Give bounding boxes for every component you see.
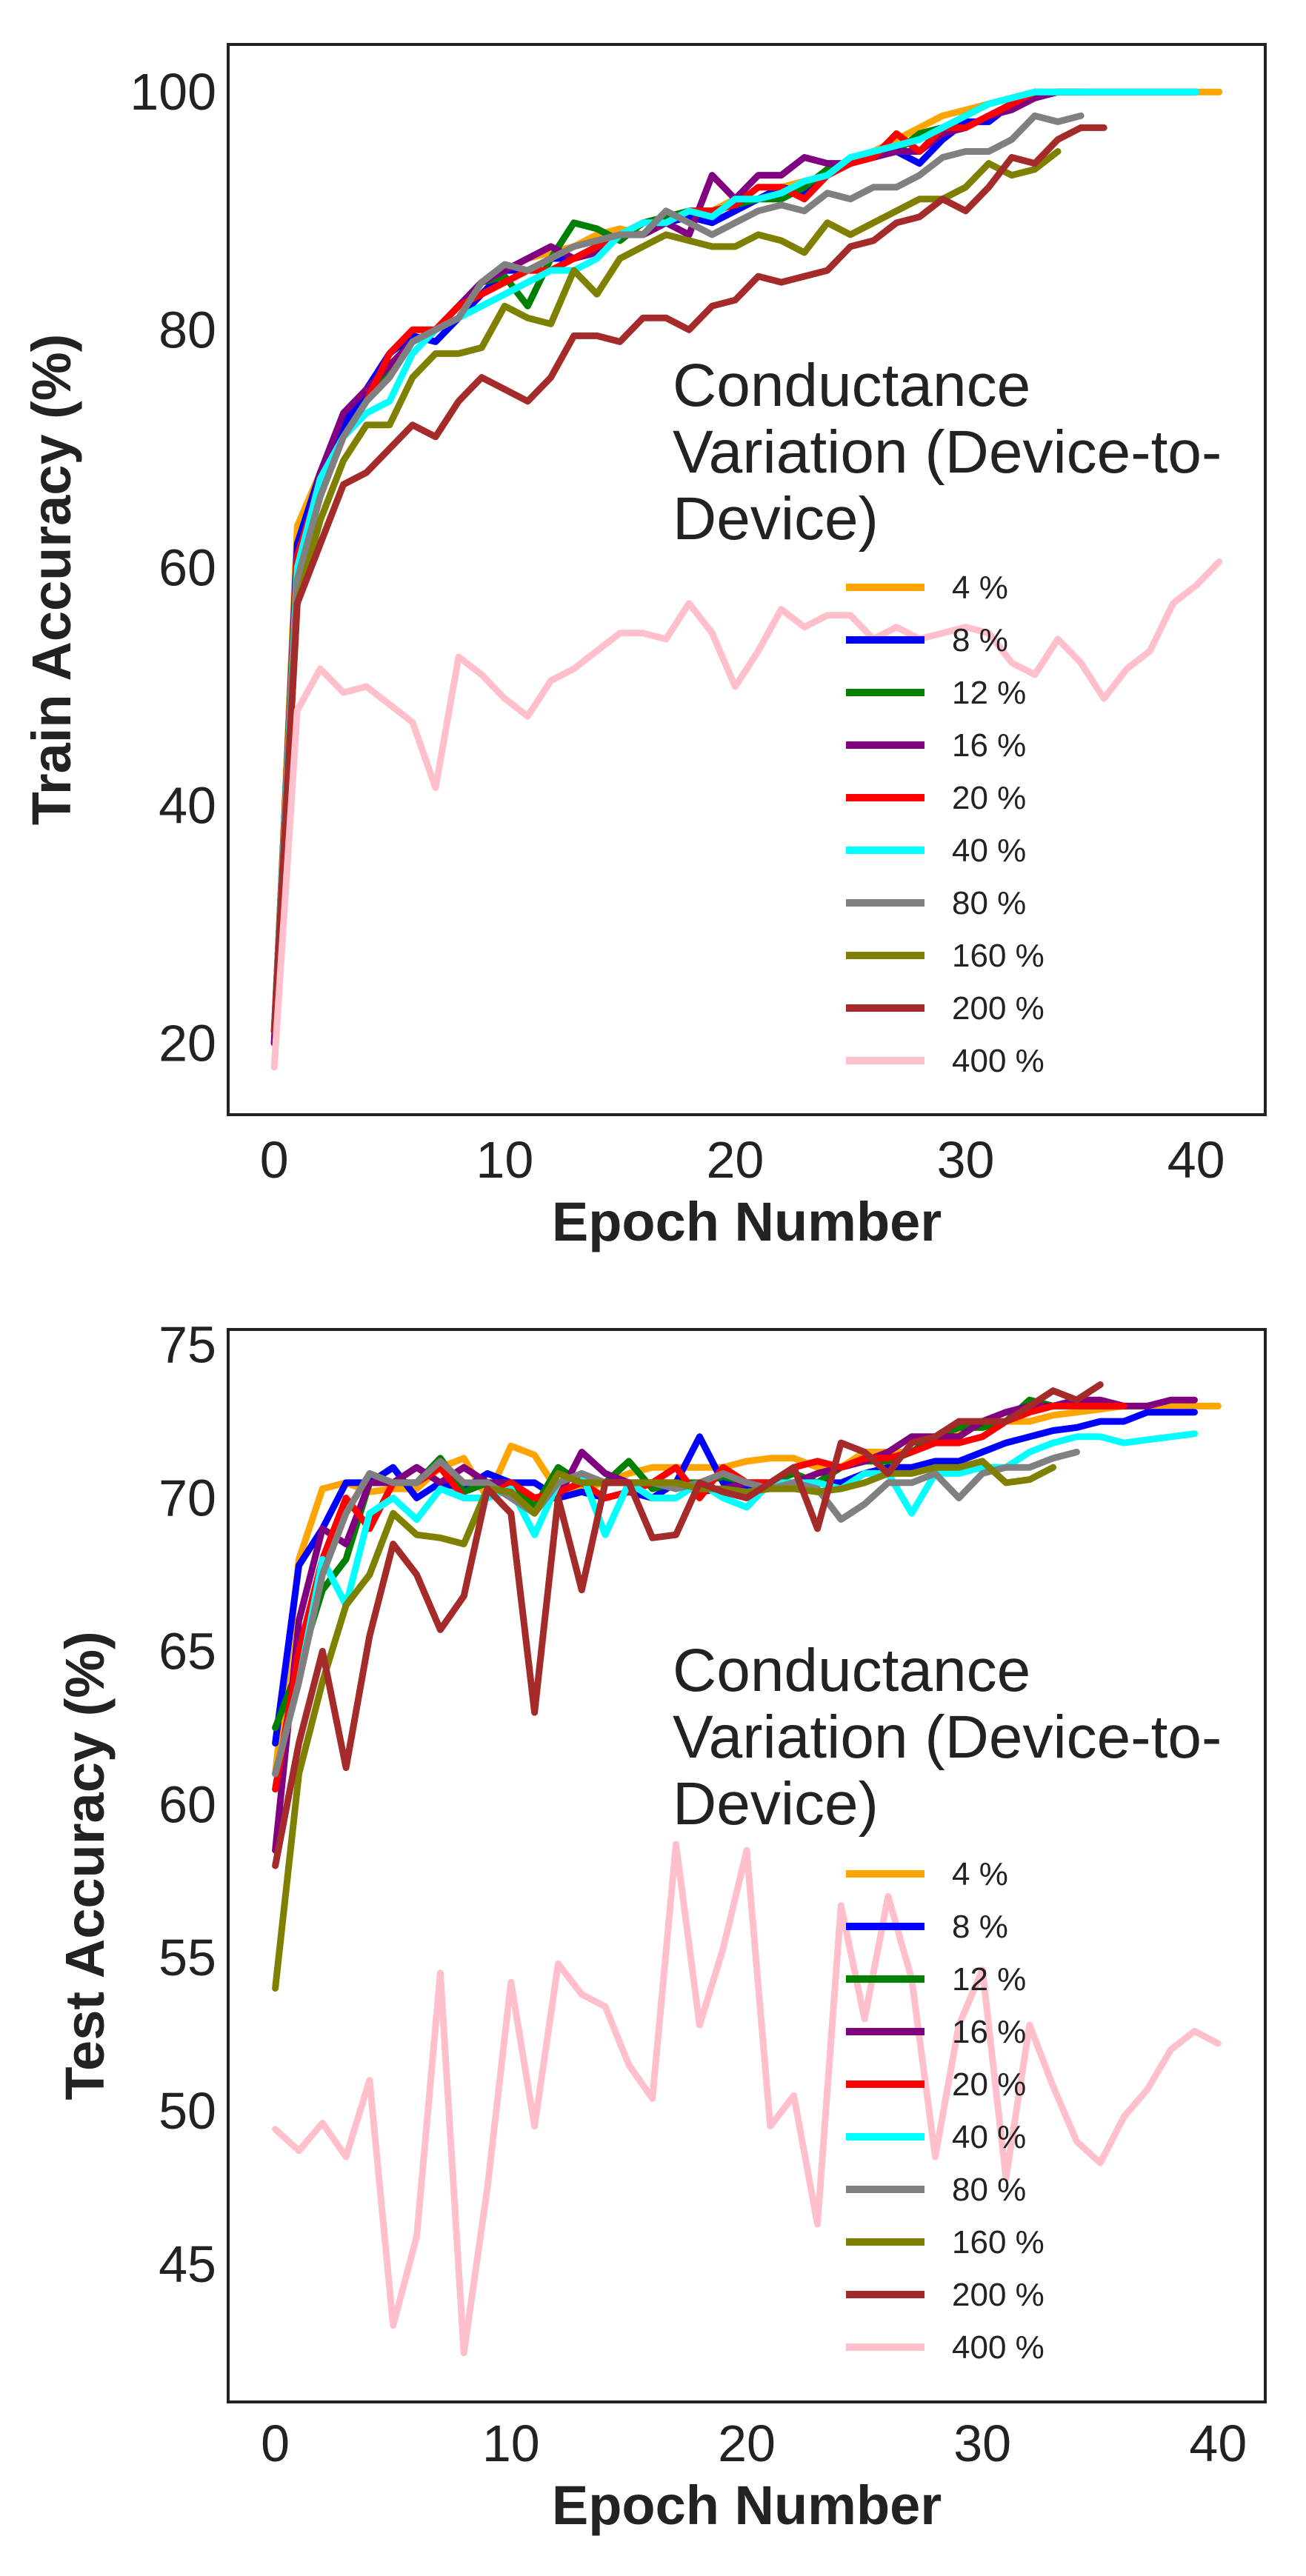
y-tick-label: 45 (159, 2235, 216, 2293)
legend-title-line: Device) (673, 1770, 879, 1838)
legend-title-line: Variation (Device-to- (673, 1704, 1222, 1771)
legend-label: 16 % (952, 727, 1026, 764)
legend-label: 400 % (952, 1043, 1045, 1079)
series-line-6 (272, 1449, 1080, 1778)
legend-title-line: Variation (Device-to- (673, 418, 1222, 486)
series-line-9 (272, 1841, 1222, 2357)
legend-title-line: Device) (673, 485, 879, 553)
y-tick-label: 100 (130, 63, 216, 121)
legend-title-line: Conductance (673, 1637, 1030, 1704)
y-tick-label: 50 (159, 2082, 216, 2140)
legend-label: 200 % (952, 2277, 1045, 2313)
y-tick-label: 60 (159, 538, 216, 596)
series-line-7 (270, 148, 1062, 1035)
legend-label: 160 % (952, 2224, 1045, 2260)
legend-label: 8 % (952, 1909, 1008, 1945)
series-line-8 (270, 124, 1107, 1035)
x-tick-label: 0 (261, 2415, 290, 2472)
x-tick-label: 20 (718, 2415, 776, 2472)
legend-label: 80 % (952, 885, 1026, 921)
x-tick-label: 0 (260, 1131, 289, 1189)
legend-label: 20 % (952, 2066, 1026, 2103)
y-axis-label: Test Accuracy (%) (54, 1631, 116, 2100)
series-line-9 (270, 558, 1223, 1071)
y-tick-label: 20 (159, 1015, 216, 1072)
series-line-6 (270, 112, 1085, 1035)
plot-frame (227, 43, 1267, 1116)
series-line-8 (272, 1381, 1104, 1869)
x-tick-label: 10 (476, 1131, 533, 1189)
legend-label: 80 % (952, 2172, 1026, 2208)
legend-label: 4 % (952, 1856, 1008, 1892)
plot-frame (227, 1328, 1267, 2403)
y-tick-label: 40 (159, 777, 216, 835)
y-tick-label: 65 (159, 1622, 216, 1680)
train-accuracy-chart: 0 10 20 30 40 20 40 60 80 100 Epoch Number Train Ac… (21, 43, 1267, 1252)
legend-label: 160 % (952, 938, 1045, 974)
series-line-7 (272, 1458, 1057, 1992)
series-line-0 (270, 88, 1223, 1047)
y-tick-label: 60 (159, 1775, 216, 1833)
x-axis-label: Epoch Number (552, 2475, 942, 2536)
test-accuracy-chart: 0 10 20 30 40 45 50 55 60 65 70 75 Epoch Number Test … (54, 1316, 1267, 2536)
series-line-1 (270, 88, 1200, 1047)
legend-label: 8 % (952, 622, 1008, 658)
legend-label: 40 % (952, 2119, 1026, 2155)
y-tick-label: 80 (159, 301, 216, 358)
x-tick-label: 30 (953, 2415, 1011, 2472)
legend-label: 20 % (952, 780, 1026, 816)
y-tick-label: 75 (159, 1316, 216, 1374)
series-line-5 (272, 1430, 1198, 1778)
legend-title-line: Conductance (673, 352, 1030, 419)
series-line-4 (270, 88, 1039, 1035)
x-tick-label: 20 (707, 1131, 764, 1189)
x-tick-label: 10 (482, 2415, 540, 2472)
x-tick-label: 40 (1189, 2415, 1247, 2472)
legend-label: 16 % (952, 2014, 1026, 2050)
legend-label: 200 % (952, 990, 1045, 1027)
x-tick-label: 40 (1167, 1131, 1225, 1189)
x-tick-label: 30 (937, 1131, 995, 1189)
legend-label: 12 % (952, 1961, 1026, 1998)
y-tick-label: 55 (159, 1929, 216, 1986)
legend-label: 400 % (952, 2329, 1045, 2366)
legend-label: 40 % (952, 832, 1026, 869)
legend-label: 12 % (952, 675, 1026, 711)
y-tick-label: 70 (159, 1469, 216, 1527)
y-axis-label: Train Accuracy (%) (21, 334, 82, 826)
x-axis-label: Epoch Number (552, 1191, 942, 1252)
legend-label: 4 % (952, 570, 1008, 606)
series-line-5 (270, 88, 1200, 1035)
